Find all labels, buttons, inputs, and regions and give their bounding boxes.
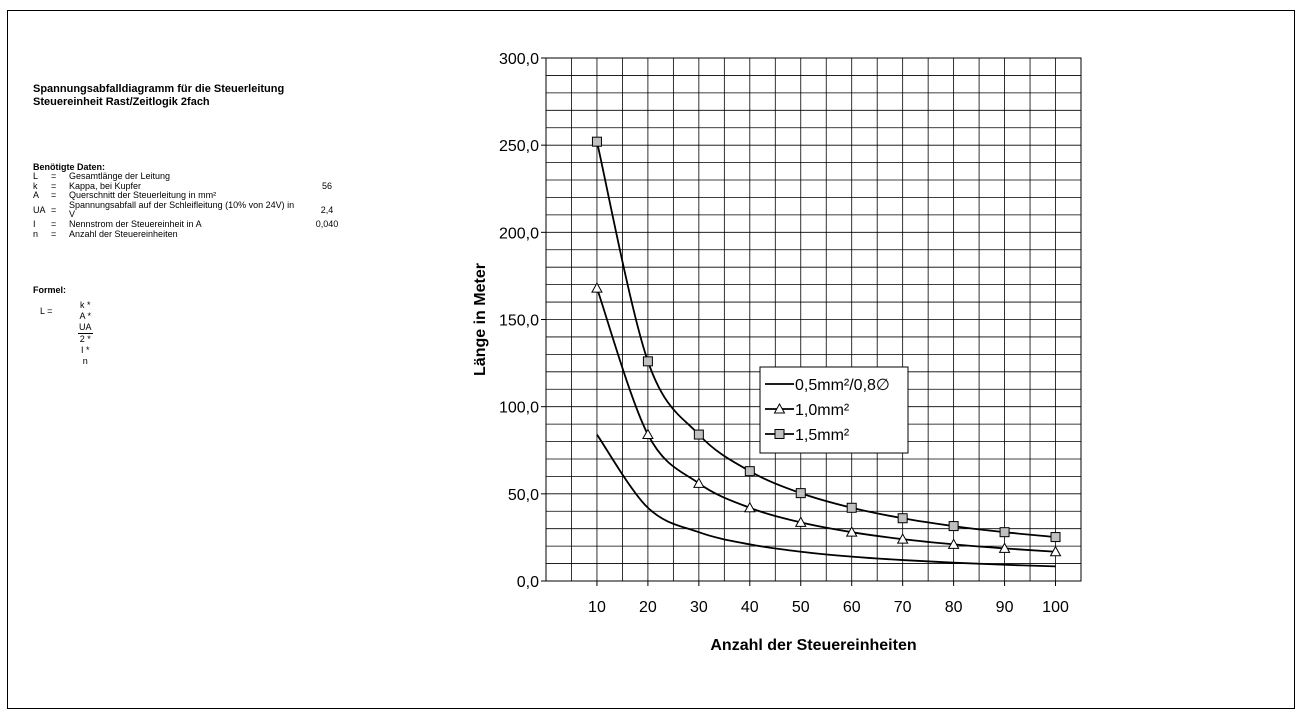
- variable-symbol: k: [33, 180, 38, 191]
- square-marker: [693, 429, 704, 440]
- series-2: [591, 282, 1062, 557]
- y-tick-label: 300,0: [499, 51, 539, 68]
- square-marker: [897, 513, 908, 524]
- variable-value: 56: [321, 180, 332, 191]
- x-axis-label: Anzahl der Steuereinheiten: [710, 637, 916, 654]
- variable-symbol: UA: [33, 204, 46, 215]
- variable-equals: =: [51, 180, 57, 191]
- y-tick-label: 50,0: [508, 487, 539, 504]
- x-tick-label: 40: [741, 599, 759, 616]
- triangle-marker: [947, 538, 960, 549]
- triangle-marker: [1049, 545, 1062, 557]
- series-line: [596, 434, 1056, 568]
- variable-row: I = Nennstrom der Steuereinheit in A 0,040: [33, 218, 357, 230]
- triangle-marker: [998, 542, 1011, 553]
- triangle-marker: [845, 526, 858, 537]
- series-3: [591, 136, 1061, 543]
- square-marker: [1050, 532, 1061, 543]
- triangle-marker: [591, 282, 603, 293]
- formula-lhs: L =: [40, 306, 53, 316]
- variable-equals: =: [51, 218, 57, 229]
- variable-description: Querschnitt der Steuerleitung in mm²: [69, 190, 217, 201]
- x-tick-label: 70: [894, 599, 912, 616]
- y-tick-label: 250,0: [499, 138, 539, 155]
- variable-equals: =: [51, 204, 57, 215]
- x-tick-label: 100: [1042, 599, 1069, 616]
- variable-row: L = Gesamtlänge der Leitung: [33, 171, 357, 182]
- variable-equals: =: [51, 228, 57, 239]
- variable-row: A = Querschnitt der Steuerleitung in mm²: [33, 191, 357, 201]
- x-tick-label: 30: [690, 599, 708, 616]
- variable-description: Spannungsabfall auf der Schleifleitung (…: [69, 199, 295, 220]
- title-line-1: Spannungsabfalldiagramm für die Steuerle…: [33, 83, 285, 95]
- square-marker: [795, 488, 806, 499]
- variable-value: 2,4: [320, 204, 334, 215]
- triangle-marker: [794, 516, 807, 527]
- y-tick-label: 100,0: [499, 400, 539, 417]
- triangle-marker: [896, 533, 909, 544]
- legend-box: [759, 366, 909, 454]
- formula-title: Formel:: [33, 285, 67, 295]
- variable-row: UA = Spannungsabfall auf der Schleifleitun…: [33, 199, 357, 220]
- x-tick-label: 50: [792, 599, 810, 616]
- variable-row: n = Anzahl der Steuereinheiten: [33, 228, 357, 240]
- square-marker: [591, 136, 602, 147]
- formula-fraction: k * A * UA 2 * I * n: [78, 300, 93, 367]
- x-tick-label: 20: [639, 599, 657, 616]
- title-line-2: Steuereinheit Rast/Zeitlogik 2fach: [33, 96, 210, 108]
- legend-entry: 1,5mm²: [795, 427, 850, 444]
- variable-description: Anzahl der Steuereinheiten: [69, 228, 178, 239]
- variable-symbol: I: [33, 218, 36, 229]
- square-marker: [999, 527, 1010, 538]
- page-title: Spannungsabfalldiagramm für die Steuerle…: [33, 83, 284, 109]
- variable-symbol: n: [33, 228, 39, 239]
- chart-grid: [546, 57, 1081, 582]
- y-tick-label: 150,0: [499, 313, 539, 330]
- variable-equals: =: [51, 171, 57, 181]
- square-marker: [774, 429, 785, 439]
- square-marker: [744, 466, 755, 477]
- triangle-marker: [743, 501, 756, 513]
- series-1: [596, 434, 1056, 568]
- triangle-marker: [642, 428, 654, 440]
- variable-value: 0,040: [315, 218, 339, 229]
- x-tick-label: 90: [996, 599, 1014, 616]
- data-section-title: Benötigte Daten:: [33, 162, 105, 172]
- variable-row: k = Kappa, bei Kupfer 56: [33, 180, 357, 192]
- variable-symbol: A: [33, 190, 40, 201]
- x-tick-label: 60: [843, 599, 861, 616]
- variable-equals: =: [51, 190, 57, 201]
- variable-description: Nennstrom der Steuereinheit in A: [69, 218, 202, 229]
- formula-numerator: k * A * UA: [78, 300, 93, 334]
- variable-description: Gesamtlänge der Leitung: [69, 171, 171, 181]
- square-marker: [948, 521, 959, 532]
- legend-entry: 1,0mm²: [795, 402, 850, 419]
- triangle-marker: [693, 477, 705, 488]
- triangle-marker: [773, 402, 786, 414]
- y-tick-label: 0,0: [517, 574, 539, 591]
- page-frame: [7, 10, 1295, 709]
- legend: 0,5mm²/0,8∅ 1,0mm² 1,5mm²: [759, 366, 909, 454]
- y-axis-label: Länge in Meter: [472, 263, 489, 376]
- variables-table: L = Gesamtlänge der Leitung k = Kappa, bei Ku…: [33, 171, 357, 240]
- x-tick-label: 80: [945, 599, 963, 616]
- legend-entry: 0,5mm²/0,8∅: [795, 377, 890, 394]
- variable-symbol: L: [33, 171, 39, 181]
- x-tick-label: 10: [588, 599, 606, 616]
- square-marker: [846, 502, 857, 513]
- square-marker: [642, 356, 653, 367]
- variable-description: Kappa, bei Kupfer: [69, 180, 142, 191]
- y-tick-label: 200,0: [499, 225, 539, 242]
- formula-denominator: 2 * I * n: [79, 334, 91, 366]
